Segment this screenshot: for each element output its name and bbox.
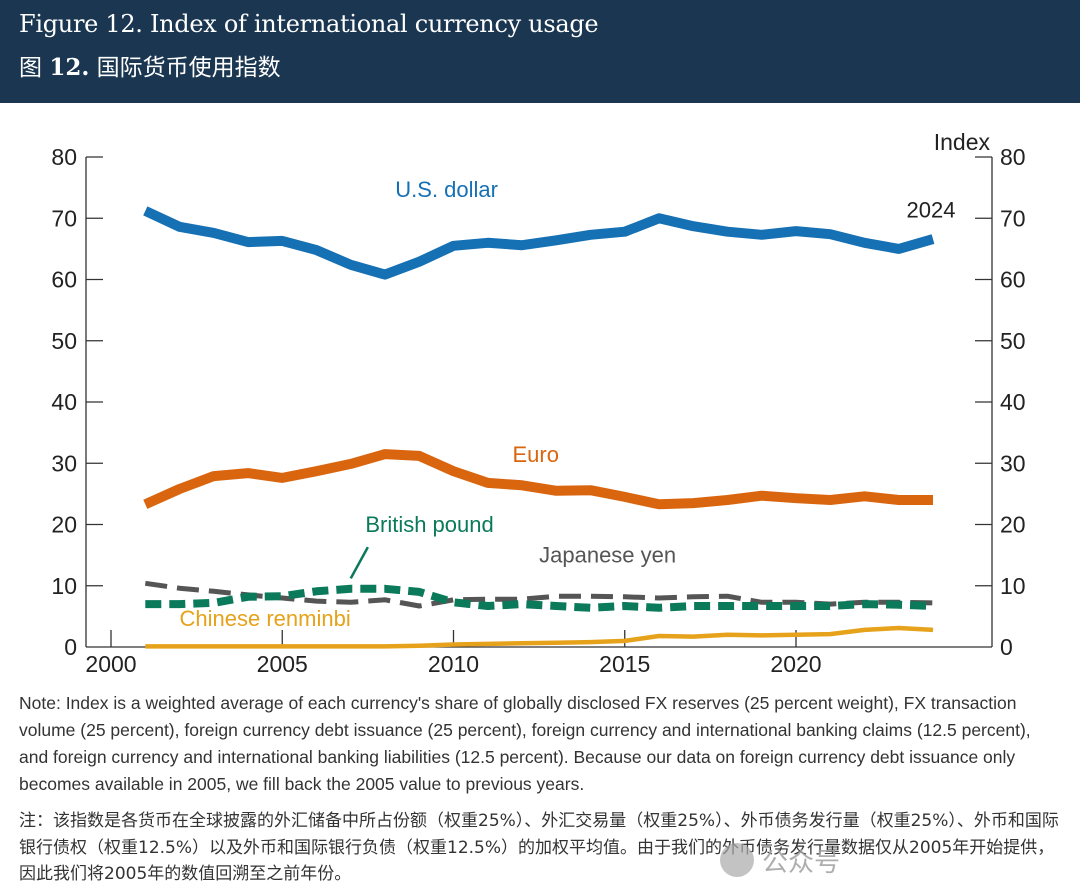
series-line-british-pound: [145, 584, 934, 612]
x-tick-label: 2005: [257, 651, 308, 677]
figure-header: Figure 12. Index of international curren…: [0, 0, 1080, 103]
series-labels: U.S. dollar Euro British pound Japanese yen…: [180, 177, 956, 631]
note-chinese: 注：该指数是各货币在全球披露的外汇储备中所占份额（权重25%）、外汇交易量（权重…: [19, 811, 1059, 884]
figure-title-zh-prefix: 图: [19, 55, 42, 81]
y-tick-label-left: 60: [51, 267, 77, 293]
y-tick-label-left: 10: [51, 573, 77, 599]
series-label-chinese-renminbi: Chinese renminbi: [180, 606, 351, 631]
y-tick-label-left: 30: [51, 450, 77, 476]
y-tick-label-right: 50: [1000, 328, 1026, 354]
y-tick-label-left: 0: [64, 634, 77, 660]
y-tick-label-right: 40: [1000, 389, 1026, 415]
y-tick-label-left: 80: [51, 144, 77, 170]
series-line-chinese-renminbi: [145, 625, 934, 649]
y-tick-label-left: 70: [51, 205, 77, 231]
series-label-british-pound: British pound: [365, 512, 493, 537]
series-line-u-s-dollar: [143, 206, 935, 280]
figure-title-zh-number: 12.: [49, 54, 90, 81]
series-label-u-s-dollar: U.S. dollar: [395, 177, 498, 202]
watermark-text: 公众号: [762, 847, 841, 878]
y-tick-label-left: 20: [51, 512, 77, 538]
y-tick-label-right: 30: [1000, 450, 1026, 476]
note-english: Note: Index is a weighted average of eac…: [19, 693, 1031, 794]
y-axis-label: Index: [934, 129, 991, 155]
series-lines: [143, 206, 935, 649]
y-tick-label-right: 80: [1000, 144, 1026, 170]
end-year-label: 2024: [907, 198, 956, 223]
x-tick-label: 2010: [428, 651, 479, 677]
y-tick-label-right: 0: [1000, 634, 1013, 660]
x-tick-label: 2020: [770, 651, 821, 677]
british-pound-leader-line: [349, 546, 369, 580]
x-tick-label: 2000: [85, 651, 136, 677]
figure-title-en: Figure 12. Index of international curren…: [19, 10, 599, 38]
watermark-logo-icon: [720, 843, 754, 877]
series-label-japanese-yen: Japanese yen: [539, 542, 676, 567]
y-tick-label-right: 20: [1000, 512, 1026, 538]
figure-title-zh-text: 国际货币使用指数: [96, 55, 281, 81]
figure-title-zh: 图 12. 国际货币使用指数: [19, 48, 281, 82]
series-line-euro: [143, 449, 933, 510]
y-tick-label-left: 40: [51, 389, 77, 415]
watermark: 公众号: [720, 838, 1070, 882]
x-tick-label: 2015: [599, 651, 650, 677]
y-tick-label-left: 50: [51, 328, 77, 354]
y-tick-label-right: 10: [1000, 573, 1026, 599]
y-tick-label-right: 70: [1000, 205, 1026, 231]
y-tick-label-right: 60: [1000, 267, 1026, 293]
series-label-euro: Euro: [512, 442, 558, 467]
